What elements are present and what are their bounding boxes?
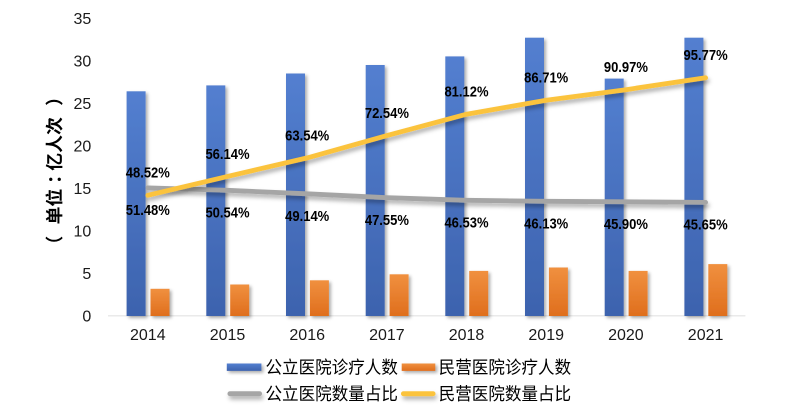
svg-text:56.14%: 56.14% bbox=[205, 146, 249, 162]
svg-text:5: 5 bbox=[82, 266, 91, 283]
svg-text:2014: 2014 bbox=[130, 327, 166, 344]
svg-text:10: 10 bbox=[74, 224, 92, 241]
svg-text:46.53%: 46.53% bbox=[444, 215, 488, 231]
svg-text:2015: 2015 bbox=[210, 327, 246, 344]
svg-text:45.90%: 45.90% bbox=[604, 216, 648, 232]
svg-text:45.65%: 45.65% bbox=[684, 217, 728, 233]
svg-text:81.12%: 81.12% bbox=[444, 84, 488, 100]
svg-text:50.54%: 50.54% bbox=[205, 205, 249, 221]
svg-text:0: 0 bbox=[82, 309, 91, 326]
svg-text:95.77%: 95.77% bbox=[684, 48, 728, 64]
svg-text:20: 20 bbox=[74, 138, 92, 155]
svg-text:30: 30 bbox=[74, 53, 92, 70]
svg-text:2021: 2021 bbox=[688, 327, 724, 344]
svg-text:49.14%: 49.14% bbox=[285, 208, 329, 224]
svg-text:2020: 2020 bbox=[608, 327, 644, 344]
svg-text:2019: 2019 bbox=[528, 327, 564, 344]
svg-text:2017: 2017 bbox=[369, 327, 405, 344]
svg-text:63.54%: 63.54% bbox=[285, 128, 329, 144]
svg-text:51.48%: 51.48% bbox=[126, 202, 170, 218]
svg-text:2018: 2018 bbox=[449, 327, 485, 344]
svg-text:35: 35 bbox=[74, 11, 92, 28]
svg-text:2016: 2016 bbox=[289, 327, 325, 344]
svg-text:46.13%: 46.13% bbox=[524, 216, 568, 232]
svg-text:25: 25 bbox=[74, 96, 92, 113]
svg-text:72.54%: 72.54% bbox=[365, 105, 409, 121]
svg-text:47.55%: 47.55% bbox=[365, 212, 409, 228]
svg-text:86.71%: 86.71% bbox=[524, 70, 568, 86]
svg-text:90.97%: 90.97% bbox=[604, 59, 648, 75]
svg-text:15: 15 bbox=[74, 181, 92, 198]
svg-text:48.52%: 48.52% bbox=[126, 165, 170, 181]
